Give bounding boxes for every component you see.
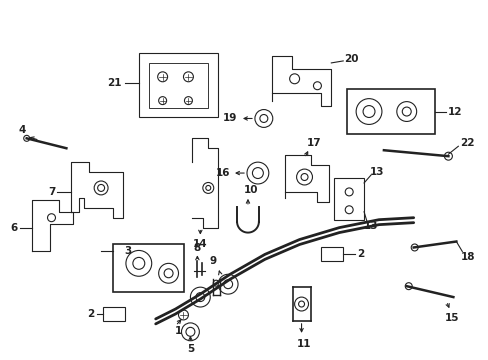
Polygon shape [271,56,331,105]
Bar [103,307,124,321]
Text: 6: 6 [10,222,18,233]
Circle shape [259,114,267,122]
Bar [334,178,364,220]
Text: 8: 8 [193,243,201,253]
Circle shape [252,168,263,179]
Text: 22: 22 [459,138,473,148]
Circle shape [294,297,308,311]
Polygon shape [192,138,218,228]
Circle shape [181,323,199,341]
Text: 17: 17 [306,138,321,148]
Text: 1: 1 [175,326,182,336]
Text: 21: 21 [106,78,121,88]
Polygon shape [71,162,122,218]
Text: 18: 18 [460,252,474,262]
Text: 13: 13 [363,221,378,231]
Circle shape [185,327,195,336]
Circle shape [158,264,178,283]
Bar [346,89,434,134]
Circle shape [164,269,173,278]
Text: 7: 7 [48,187,55,197]
Text: 16: 16 [216,168,230,178]
Circle shape [190,287,210,307]
Text: 19: 19 [223,113,237,123]
Text: 4: 4 [18,125,25,135]
Text: 15: 15 [444,313,459,323]
Circle shape [133,257,144,269]
Circle shape [362,105,374,117]
Text: 20: 20 [343,54,358,64]
Text: 12: 12 [447,107,462,117]
Circle shape [196,293,204,302]
Text: 2: 2 [357,249,364,260]
Text: 14: 14 [193,239,207,248]
Text: 11: 11 [297,339,311,349]
Bar [148,63,208,108]
Circle shape [223,280,232,289]
Text: 5: 5 [186,344,194,354]
Text: 10: 10 [243,185,258,195]
Circle shape [218,274,238,294]
Text: 13: 13 [369,167,384,177]
Text: 2: 2 [87,309,95,319]
Bar [321,247,343,261]
Circle shape [254,109,272,127]
Circle shape [298,301,304,307]
Polygon shape [32,200,73,251]
Circle shape [355,99,381,125]
Text: 9: 9 [209,256,216,266]
Circle shape [246,162,268,184]
Text: 3: 3 [124,247,131,256]
Circle shape [402,107,410,116]
Polygon shape [284,155,328,202]
Circle shape [126,251,151,276]
Circle shape [396,102,416,121]
Bar [113,244,184,292]
Bar [139,53,218,117]
